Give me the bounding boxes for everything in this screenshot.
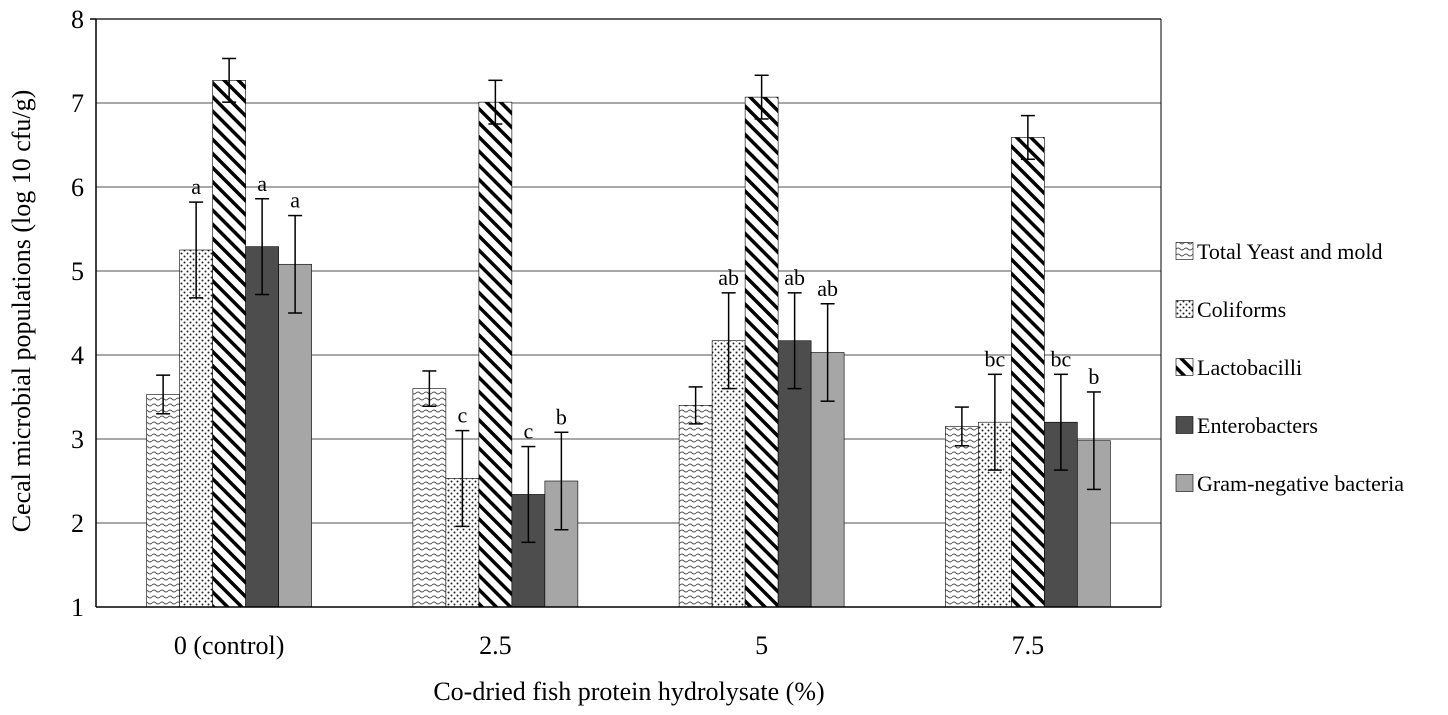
legend-swatch [1175, 416, 1194, 434]
axes [90, 18, 1162, 608]
bar [945, 426, 979, 608]
legend-label: Total Yeast and mold [1197, 239, 1382, 264]
legend-swatch [1175, 300, 1194, 318]
legend-label: Lactobacilli [1197, 355, 1302, 380]
significance-label: ab [784, 265, 805, 290]
legend-swatch [1175, 358, 1194, 376]
x-tick-label: 2.5 [479, 631, 512, 660]
legend-label: Enterobacters [1197, 413, 1318, 438]
significance-label: bc [984, 346, 1005, 371]
significance-label: c [523, 419, 533, 444]
significance-label: ab [817, 276, 838, 301]
significance-label: bc [1050, 346, 1071, 371]
significance-label: a [191, 174, 201, 199]
x-tick-label: 7.5 [1012, 631, 1045, 660]
y-tick-label: 1 [71, 593, 84, 622]
significance-label: b [1088, 364, 1099, 389]
significance-label: a [257, 171, 267, 196]
y-tick-label: 3 [71, 425, 84, 454]
bar [744, 96, 779, 608]
y-tick-label: 4 [71, 341, 84, 370]
legend-swatch [1175, 242, 1194, 260]
bar [478, 101, 513, 608]
tick-labels: 1 2 3 4 5 6 7 8 0 (control) 2.5 5 7.5 [71, 5, 1044, 660]
error-bars [156, 57, 1101, 544]
bar [245, 246, 279, 608]
x-tick-label: 0 (control) [174, 631, 284, 660]
bar [278, 263, 312, 608]
y-tick-label: 2 [71, 509, 84, 538]
y-axis-label: Cecal microbial populations (log 10 cfu/… [7, 90, 36, 533]
bar [212, 80, 246, 608]
significance-label: b [556, 404, 567, 429]
significance-label: a [290, 188, 300, 213]
y-tick-label: 5 [71, 257, 84, 286]
y-tick-label: 6 [71, 173, 84, 202]
legend-swatch [1175, 474, 1194, 492]
significance-label: ab [718, 265, 739, 290]
legend-label: Gram-negative bacteria [1197, 471, 1404, 496]
bar [146, 394, 180, 608]
bar [678, 405, 713, 608]
legend: Total Yeast and mold Coliforms Lactobacill… [1175, 239, 1404, 496]
x-axis-label: Co-dried fish protein hydrolysate (%) [433, 677, 824, 706]
bars [146, 80, 1111, 608]
significance-label: c [457, 403, 467, 428]
legend-label: Coliforms [1197, 297, 1286, 322]
y-tick-label: 8 [71, 5, 84, 34]
bar [412, 388, 447, 608]
y-tick-label: 7 [71, 89, 84, 118]
bar [1011, 137, 1045, 608]
bar [179, 249, 213, 608]
x-tick-label: 5 [755, 631, 768, 660]
